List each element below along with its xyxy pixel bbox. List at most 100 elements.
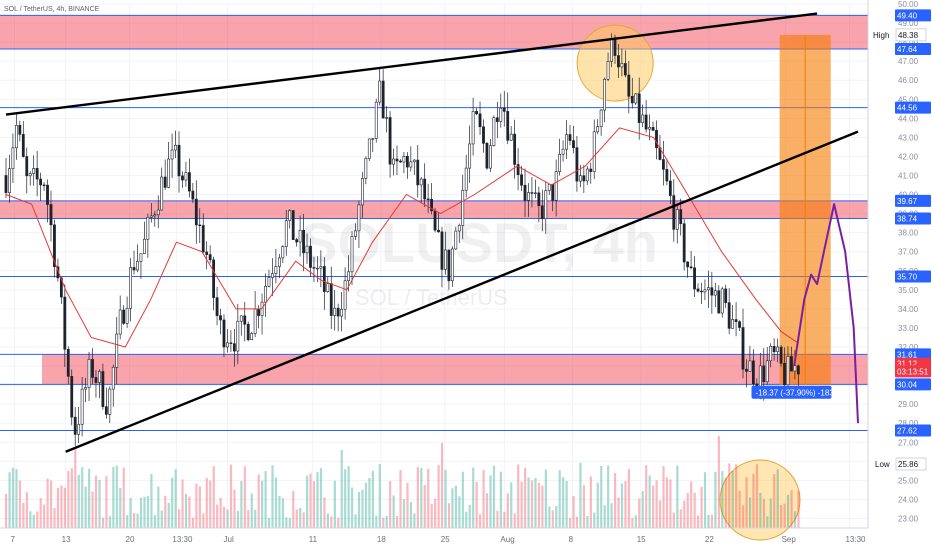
candle bbox=[177, 131, 181, 193]
price-badge bbox=[895, 378, 931, 391]
candle bbox=[73, 407, 77, 447]
price-tick-label: 48.00 bbox=[898, 38, 919, 47]
candle bbox=[537, 186, 541, 223]
volume-bar bbox=[126, 514, 129, 528]
candle-body bbox=[489, 145, 492, 169]
volume-bar bbox=[790, 490, 793, 528]
candle-body bbox=[28, 173, 32, 177]
price-tick-label: 24.00 bbox=[898, 495, 919, 504]
candle bbox=[572, 125, 575, 154]
price-badge-label: 38.74 bbox=[897, 215, 918, 224]
candle bbox=[558, 138, 562, 176]
candle-body bbox=[454, 230, 458, 250]
volume-bar bbox=[534, 478, 537, 528]
candle bbox=[617, 43, 620, 78]
volume-bar bbox=[568, 517, 572, 528]
candle-body bbox=[385, 117, 389, 119]
candle bbox=[706, 270, 710, 308]
candle-body bbox=[357, 204, 361, 232]
candle-body bbox=[655, 130, 658, 149]
trendline bbox=[5, 12, 818, 116]
volume-bar bbox=[482, 469, 485, 528]
volume-bar bbox=[672, 512, 675, 528]
candle bbox=[347, 255, 350, 292]
volume-bar bbox=[721, 471, 724, 528]
volume-bar bbox=[409, 501, 413, 528]
candle-body bbox=[177, 144, 181, 177]
price-badge bbox=[895, 348, 931, 361]
candle bbox=[693, 256, 696, 298]
volume-bar bbox=[191, 517, 195, 528]
candle-body bbox=[537, 192, 541, 207]
volume-bar bbox=[766, 516, 769, 528]
volume-bar bbox=[157, 486, 160, 528]
candle bbox=[457, 223, 461, 244]
candle bbox=[115, 317, 119, 385]
candle bbox=[485, 142, 489, 170]
volume-bar bbox=[181, 479, 184, 528]
volume-bar bbox=[178, 509, 181, 528]
volume-bar bbox=[233, 489, 236, 528]
volume-bar bbox=[499, 471, 502, 528]
grid-layer bbox=[0, 3, 868, 528]
candle-body bbox=[513, 133, 517, 165]
candle-body bbox=[343, 280, 347, 310]
candle-body bbox=[291, 210, 295, 240]
candle bbox=[603, 77, 606, 123]
volume-bar bbox=[146, 496, 150, 528]
candle-body bbox=[153, 214, 157, 217]
volume-bar bbox=[627, 469, 631, 528]
candle bbox=[561, 140, 565, 162]
candle-body bbox=[731, 319, 735, 329]
candle-body bbox=[578, 175, 582, 182]
candle-body bbox=[554, 171, 558, 201]
volume-bar bbox=[32, 514, 35, 528]
candle-body bbox=[181, 175, 184, 181]
volume-bar bbox=[271, 465, 274, 528]
volume-bar bbox=[105, 476, 108, 528]
candle-body bbox=[769, 346, 773, 362]
candle bbox=[267, 269, 271, 288]
volume-bar bbox=[108, 516, 112, 528]
volume-bar bbox=[458, 496, 461, 528]
candle bbox=[475, 108, 478, 116]
volume-bar bbox=[29, 511, 32, 528]
candle-body bbox=[381, 80, 385, 119]
volume-bar bbox=[15, 469, 18, 528]
candle-body bbox=[302, 229, 305, 254]
volume-bar bbox=[420, 468, 423, 528]
candle bbox=[786, 346, 790, 388]
candle bbox=[412, 159, 416, 175]
candle bbox=[627, 61, 631, 114]
candle bbox=[80, 377, 84, 437]
candle-body bbox=[143, 238, 146, 254]
volume-bar bbox=[537, 482, 541, 528]
candle bbox=[25, 147, 29, 194]
candle bbox=[66, 346, 70, 385]
highlight-ellipse-volume bbox=[719, 459, 801, 541]
volume-bar bbox=[337, 517, 340, 528]
volume-bar bbox=[139, 497, 143, 528]
candle-body bbox=[575, 147, 579, 182]
candle-body bbox=[111, 366, 115, 390]
candle-body bbox=[651, 127, 655, 131]
volume-bar bbox=[115, 465, 118, 528]
candle bbox=[437, 211, 440, 233]
volume-bar bbox=[679, 509, 682, 528]
volume-bar bbox=[160, 510, 163, 528]
volume-bar bbox=[274, 477, 278, 528]
volume-bar bbox=[247, 509, 250, 528]
candle-body bbox=[288, 210, 292, 221]
candle-body bbox=[232, 343, 236, 352]
candle bbox=[360, 171, 364, 218]
measure-label-box bbox=[751, 385, 832, 399]
candle-body bbox=[350, 236, 354, 273]
candle-body bbox=[4, 175, 8, 193]
volume-bar bbox=[56, 487, 60, 528]
price-badge bbox=[895, 212, 931, 225]
candle bbox=[39, 172, 43, 201]
candle-body bbox=[70, 376, 74, 418]
candle bbox=[423, 163, 427, 208]
price-badge-label: 47.64 bbox=[897, 45, 918, 54]
